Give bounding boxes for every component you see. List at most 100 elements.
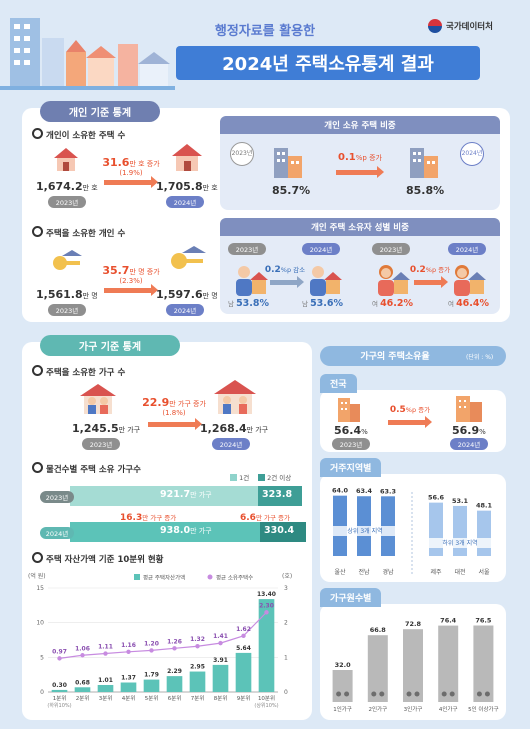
line-point bbox=[149, 648, 154, 653]
personal-section-tab: 개인 기준 통계 bbox=[40, 101, 160, 122]
bar-value-label: 2.95 bbox=[190, 664, 205, 671]
male-arrow bbox=[270, 276, 304, 288]
bottom-group-label-bg bbox=[424, 538, 496, 548]
by-count-change-multi: 6.6만 가구 증가 bbox=[240, 513, 290, 523]
bar-value-label: 0.68 bbox=[75, 679, 90, 686]
national-year-2023: 2023년 bbox=[332, 438, 370, 450]
bar-value-label: 63.3 bbox=[380, 487, 396, 495]
legend-bar-swatch bbox=[134, 574, 140, 580]
bar bbox=[235, 652, 252, 692]
top-group-label-bg bbox=[330, 526, 400, 536]
male-2024-value: 남 53.6% bbox=[302, 298, 344, 309]
y2-axis-unit: (호) bbox=[282, 573, 292, 580]
y-tick-label: 10 bbox=[36, 620, 44, 627]
male-2023-value: 남 53.8% bbox=[228, 298, 270, 309]
bar bbox=[332, 670, 353, 702]
bottom-group-label: 하위 3개 지역 bbox=[442, 539, 477, 547]
x-tick-label: 5분위 bbox=[145, 694, 159, 702]
bar-2024-one bbox=[70, 522, 260, 542]
bar-value-label: 56.6 bbox=[428, 494, 445, 502]
male-change: 0.2%p 감소 bbox=[264, 265, 306, 275]
person-icon bbox=[336, 691, 342, 697]
bar bbox=[143, 679, 160, 692]
decile-chart: (억 원) (호) 0 5 10 15 0 1 2 3 평균 주택자산가액 평균 소유주택수 0.30 1… bbox=[28, 572, 292, 709]
owners-2023-value: 1,561.8만 명 bbox=[36, 288, 98, 301]
year-badge-2024: 2024년 bbox=[166, 196, 204, 208]
header-subtitle: 행정자료를 활용한 bbox=[214, 24, 316, 39]
share-2023-value: 85.7% bbox=[272, 184, 311, 197]
building-icon-2024 bbox=[410, 148, 438, 178]
bar bbox=[51, 689, 68, 692]
bar-value-label: 63.4 bbox=[356, 487, 373, 495]
y-tick-label: 5 bbox=[40, 654, 44, 661]
gender-title: 개인 주택 소유자 성별 비중 bbox=[220, 218, 500, 236]
x-tick-label: 5인 이상가구 bbox=[468, 705, 499, 713]
x-tick-label: 3인가구 bbox=[404, 705, 423, 713]
person-icon bbox=[406, 691, 412, 697]
rate-title: 가구의 주택소유율 bbox=[360, 352, 430, 362]
legend-bar-label: 평균 주택자산가액 bbox=[143, 574, 185, 582]
national-arrow bbox=[388, 416, 432, 428]
household-2024-value: 1,268.4만 가구 bbox=[200, 422, 269, 435]
region-chart: 64.0 울산 63.4 전남 63.3 경남 56.6 제주 53.1 대전 48.1 서울 상위 3… bbox=[330, 487, 496, 576]
year-badge-2023: 2023년 bbox=[48, 304, 86, 316]
decile-label: 주택 자산가액 기준 10분위 현황 bbox=[32, 552, 164, 565]
bar-value-label: 76.5 bbox=[475, 617, 492, 625]
bar-value-label: 72.8 bbox=[405, 620, 422, 628]
person-icon bbox=[344, 691, 350, 697]
bar bbox=[166, 676, 183, 692]
male-owner-icon-2024 bbox=[310, 266, 342, 296]
x-tick-label: 1분위 bbox=[53, 694, 67, 702]
person-icon bbox=[414, 691, 420, 697]
rate-unit: (단위 : %) bbox=[466, 354, 494, 361]
x-tick-label: 경남 bbox=[382, 568, 394, 576]
owners-2024-value: 1,597.6만 명 bbox=[156, 288, 218, 301]
male-owner-icon-2023 bbox=[236, 266, 268, 296]
line-value-label: 1.20 bbox=[144, 640, 159, 647]
org-logo-icon bbox=[428, 19, 442, 33]
bar bbox=[97, 684, 114, 692]
x-tick-label: 1인가구 bbox=[333, 705, 352, 713]
header: 행정자료를 활용한 2024년 주택소유통계 결과 국가데이터처 bbox=[0, 0, 530, 92]
share-increase: 0.1%p 증가 bbox=[338, 152, 382, 163]
line-value-label: 1.16 bbox=[121, 642, 136, 649]
houses-increase: 31.6만 호 증가 (1.9%) bbox=[102, 156, 160, 177]
share-year-2023: 2023년 bbox=[230, 142, 254, 166]
multi-2024-value: 330.4 bbox=[264, 525, 295, 536]
bar bbox=[333, 495, 347, 556]
x-tick-label: 2인가구 bbox=[368, 705, 387, 713]
female-2024-value: 여 46.4% bbox=[448, 298, 490, 309]
line-value-label: 0.97 bbox=[52, 648, 67, 655]
female-owner-icon-2023 bbox=[378, 265, 410, 296]
year-badge-2023: 2023년 bbox=[48, 196, 86, 208]
line-point bbox=[126, 649, 131, 654]
person-icon bbox=[379, 691, 385, 697]
line-point bbox=[103, 651, 108, 656]
household-arrow bbox=[148, 418, 202, 430]
male-year-2024: 2024년 bbox=[302, 243, 340, 255]
bar-2023-one bbox=[70, 486, 258, 506]
x-tick-label: 6분위 bbox=[168, 694, 182, 702]
region-tab: 거주지역별 bbox=[320, 458, 382, 477]
family-icon-2024 bbox=[214, 380, 256, 414]
household-year-2024: 2024년 bbox=[212, 438, 250, 450]
by-count-change: 16.3만 가구 증가 bbox=[120, 513, 177, 523]
bar bbox=[403, 629, 423, 702]
bar bbox=[473, 625, 494, 702]
bar-value-label: 76.4 bbox=[440, 617, 457, 625]
national-year-2024: 2024년 bbox=[450, 438, 488, 450]
line-point bbox=[57, 656, 62, 661]
top-group-label: 상위 3개 지역 bbox=[347, 527, 382, 535]
key-house-icon-2024 bbox=[171, 246, 206, 269]
person-icon bbox=[441, 691, 447, 697]
bar bbox=[212, 664, 229, 692]
x-tick-label: 2분위 bbox=[76, 694, 90, 702]
bar-value-label: 53.1 bbox=[452, 497, 469, 505]
person-icon bbox=[476, 691, 482, 697]
houses-label: 개인이 소유한 주택 수 bbox=[32, 128, 125, 141]
x-tick-label: 전남 bbox=[358, 568, 370, 576]
national-2023-value: 56.4% bbox=[334, 424, 368, 437]
bar bbox=[258, 599, 275, 692]
key-house-icon-2023 bbox=[53, 250, 82, 270]
x-sub-label-high: (상위10%) bbox=[254, 702, 278, 709]
